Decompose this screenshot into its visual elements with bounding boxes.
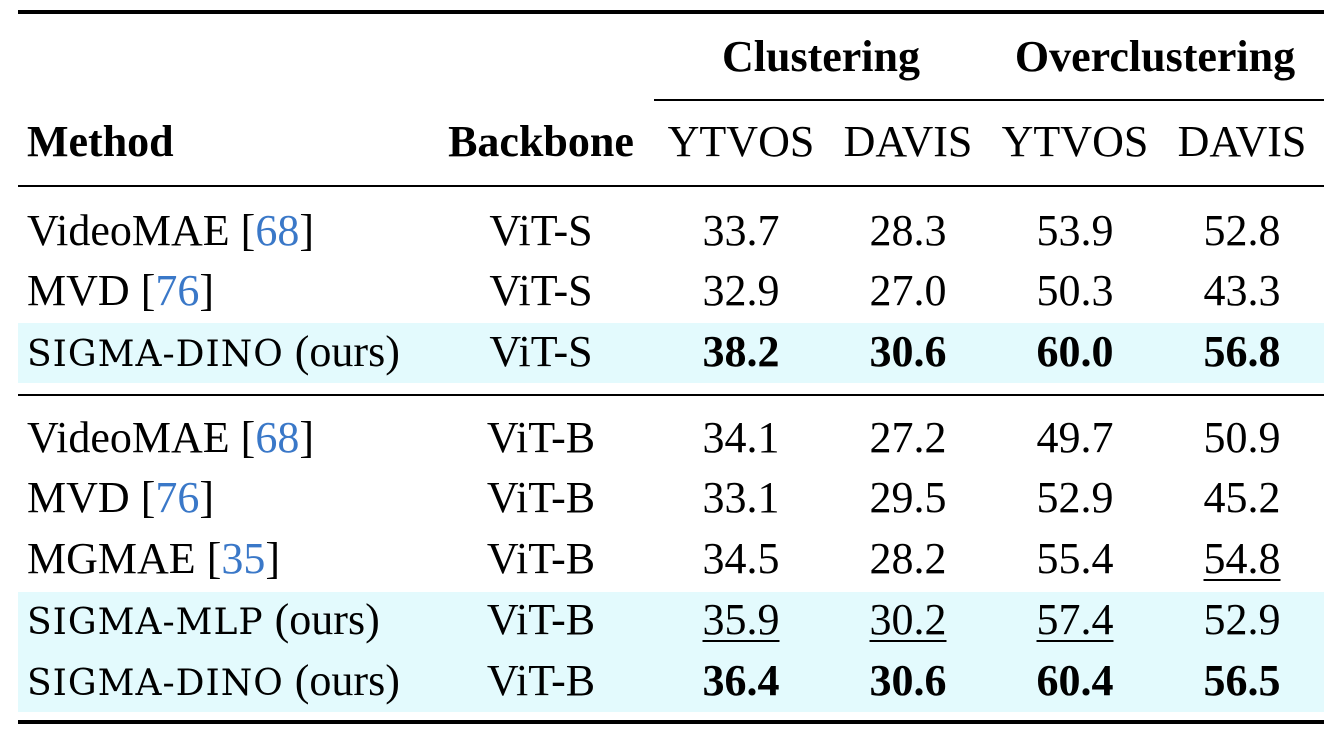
overclustering-davis-cell: 43.3 (1203, 266, 1281, 315)
backbone-cell: ViT-B (486, 473, 596, 522)
header-method: Method (27, 117, 174, 166)
group-cmidrule (654, 99, 1324, 101)
method-name: MVD (27, 473, 130, 522)
clustering-davis-cell: 30.6 (869, 656, 947, 705)
clustering-ytvos-cell: 34.1 (702, 413, 780, 462)
ours-label: (ours) (283, 327, 400, 376)
backbone-cell: ViT-S (489, 266, 593, 315)
method-name: SIGMA-MLP (27, 602, 264, 643)
method-name: SIGMA-DINO (27, 334, 284, 375)
method-cell: SIGMA-DINO (ours) (27, 656, 400, 709)
citation-bracket-open: [ (129, 473, 156, 522)
top-rule (18, 10, 1324, 14)
header-clustering-davis: DAVIS (843, 117, 973, 166)
backbone-cell: ViT-S (489, 327, 593, 376)
method-cell: VideoMAE [68] (27, 206, 314, 256)
overclustering-davis-cell: 56.5 (1203, 656, 1281, 705)
overclustering-davis-cell: 50.9 (1203, 413, 1281, 462)
overclustering-davis-cell: 52.8 (1203, 206, 1281, 255)
citation-bracket-open: [ (129, 266, 156, 315)
overclustering-ytvos-cell: 60.4 (1036, 656, 1114, 705)
ours-label: (ours) (263, 595, 380, 644)
clustering-ytvos-cell: 33.1 (702, 473, 780, 522)
clustering-davis-cell: 28.2 (869, 534, 947, 583)
backbone-cell: ViT-B (486, 534, 596, 583)
citation-link[interactable]: 35 (221, 534, 266, 583)
backbone-cell: ViT-B (486, 413, 596, 462)
backbone-cell: ViT-B (486, 595, 596, 644)
clustering-davis-cell: 30.6 (869, 327, 947, 376)
method-cell: SIGMA-DINO (ours) (27, 327, 400, 380)
method-cell: VideoMAE [68] (27, 413, 314, 463)
backbone-cell: ViT-S (489, 206, 593, 255)
citation-link[interactable]: 76 (155, 266, 200, 315)
clustering-ytvos-cell: 32.9 (702, 266, 780, 315)
overclustering-ytvos-cell: 55.4 (1036, 534, 1114, 583)
overclustering-ytvos-cell: 53.9 (1036, 206, 1114, 255)
citation-bracket-close: ] (199, 473, 214, 522)
citation-bracket-open: [ (229, 206, 256, 255)
clustering-ytvos-cell: 36.4 (702, 656, 780, 705)
overclustering-ytvos-cell: 60.0 (1036, 327, 1114, 376)
method-name: VideoMAE (27, 413, 230, 462)
highlight-band-ours-s (18, 323, 1324, 383)
header-backbone: Backbone (448, 117, 634, 166)
method-cell: SIGMA-MLP (ours) (27, 595, 380, 648)
citation-bracket-close: ] (299, 413, 314, 462)
overclustering-davis-cell: 56.8 (1203, 327, 1281, 376)
citation-link[interactable]: 76 (155, 473, 200, 522)
overclustering-ytvos-cell: 49.7 (1036, 413, 1114, 462)
backbone-cell: ViT-B (486, 656, 596, 705)
clustering-davis-cell: 27.2 (869, 413, 947, 462)
citation-bracket-open: [ (229, 413, 256, 462)
method-name: SIGMA-DINO (27, 663, 284, 704)
method-cell: MVD [76] (27, 266, 214, 316)
method-name: MVD (27, 266, 130, 315)
citation-bracket-open: [ (195, 534, 222, 583)
citation-link[interactable]: 68 (255, 206, 300, 255)
clustering-davis-cell: 28.3 (869, 206, 947, 255)
highlight-band-ours-b (18, 592, 1324, 712)
header-group-clustering: Clustering (722, 32, 920, 81)
bottom-rule (18, 720, 1324, 724)
header-clustering-ytvos: YTVOS (667, 117, 815, 166)
citation-bracket-close: ] (199, 266, 214, 315)
clustering-davis-cell: 29.5 (869, 473, 947, 522)
header-overclustering-davis: DAVIS (1177, 117, 1307, 166)
clustering-ytvos-cell: 34.5 (702, 534, 780, 583)
header-group-overclustering: Overclustering (1014, 32, 1296, 81)
method-cell: MVD [76] (27, 473, 214, 523)
citation-bracket-close: ] (299, 206, 314, 255)
overclustering-ytvos-cell: 52.9 (1036, 473, 1114, 522)
method-cell: MGMAE [35] (27, 534, 280, 584)
method-name: MGMAE (27, 534, 196, 583)
citation-link[interactable]: 68 (255, 413, 300, 462)
clustering-ytvos-cell: 38.2 (702, 327, 780, 376)
clustering-ytvos-cell: 35.9 (702, 595, 780, 644)
overclustering-davis-cell: 54.8 (1203, 534, 1281, 583)
header-rule (18, 185, 1324, 187)
overclustering-ytvos-cell: 57.4 (1036, 595, 1114, 644)
overclustering-davis-cell: 45.2 (1203, 473, 1281, 522)
header-overclustering-ytvos: YTVOS (1001, 117, 1149, 166)
clustering-ytvos-cell: 33.7 (702, 206, 780, 255)
citation-bracket-close: ] (265, 534, 280, 583)
method-name: VideoMAE (27, 206, 230, 255)
clustering-davis-cell: 30.2 (869, 595, 947, 644)
ours-label: (ours) (283, 656, 400, 705)
overclustering-davis-cell: 52.9 (1203, 595, 1281, 644)
overclustering-ytvos-cell: 50.3 (1036, 266, 1114, 315)
group-separator-rule (18, 394, 1324, 396)
clustering-davis-cell: 27.0 (869, 266, 947, 315)
